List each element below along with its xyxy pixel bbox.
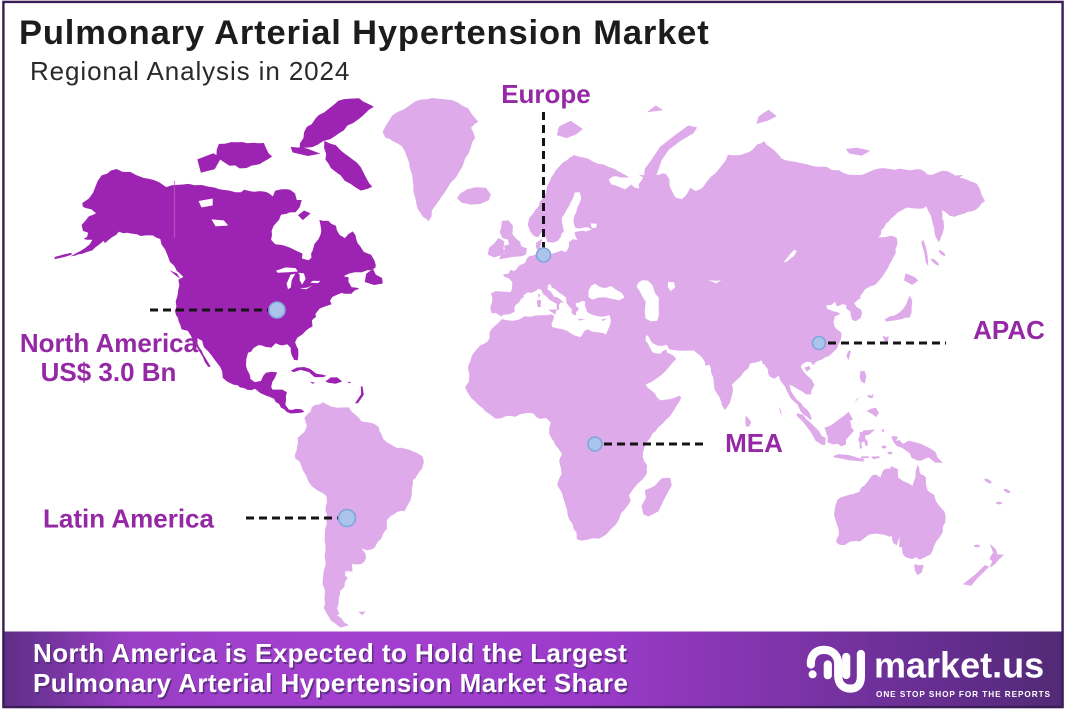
svg-text:Regional Analysis in 2024: Regional Analysis in 2024 bbox=[30, 56, 350, 86]
svg-text:MEA: MEA bbox=[725, 428, 783, 458]
svg-text:Latin America: Latin America bbox=[43, 504, 215, 534]
svg-text:market.us: market.us bbox=[874, 645, 1044, 686]
svg-text:US$ 3.0 Bn: US$ 3.0 Bn bbox=[41, 357, 177, 387]
svg-text:ONE STOP SHOP FOR THE REPORTS: ONE STOP SHOP FOR THE REPORTS bbox=[876, 690, 1051, 699]
svg-text:Pulmonary Arterial Hypertensio: Pulmonary Arterial Hypertension Market bbox=[19, 14, 710, 52]
svg-text:North America: North America bbox=[20, 328, 199, 358]
svg-text:Europe: Europe bbox=[501, 79, 591, 109]
svg-text:APAC: APAC bbox=[973, 315, 1045, 345]
svg-text:North America is Expected to H: North America is Expected to Hold the La… bbox=[35, 640, 629, 670]
svg-text:Pulmonary Arterial Hypertensio: Pulmonary Arterial Hypertension Market S… bbox=[33, 668, 628, 698]
svg-text:North America is Expected to H: North America is Expected to Hold the La… bbox=[33, 638, 627, 668]
svg-text:Pulmonary Arterial Hypertensio: Pulmonary Arterial Hypertension Market S… bbox=[35, 670, 630, 700]
